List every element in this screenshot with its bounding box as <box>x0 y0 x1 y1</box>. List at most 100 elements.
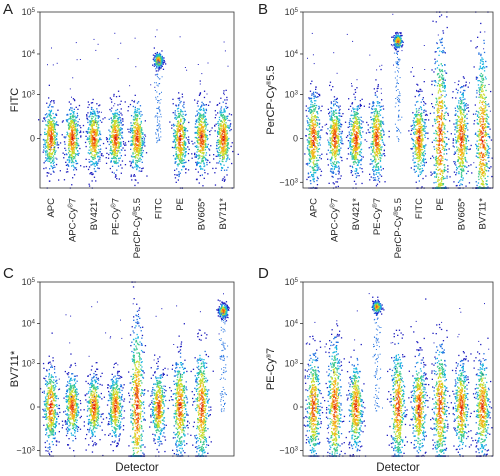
event-dot <box>332 170 334 173</box>
event-dot <box>141 148 143 150</box>
event-dot <box>334 103 336 105</box>
event-dot <box>112 157 114 159</box>
event-dot <box>221 141 223 143</box>
event-dot <box>55 163 58 166</box>
event-dot <box>75 148 77 150</box>
event-dot <box>72 177 74 179</box>
event-dot <box>354 150 356 152</box>
event-dot <box>174 132 176 134</box>
event-dot <box>74 128 76 130</box>
event-dot <box>95 135 97 137</box>
event-dot <box>121 128 123 130</box>
event-dot <box>43 167 45 170</box>
event-dot <box>153 65 155 67</box>
event-dot <box>201 155 203 157</box>
event-dot <box>182 148 185 150</box>
event-dot <box>199 128 201 130</box>
event-dot <box>331 138 333 140</box>
event-dot <box>156 57 158 59</box>
event-dot <box>96 108 98 110</box>
event-dot <box>364 139 366 141</box>
event-dot <box>358 159 360 162</box>
event-dot <box>173 139 176 141</box>
event-dot <box>310 135 312 137</box>
event-dot <box>329 84 331 87</box>
event-dot <box>220 164 222 166</box>
event-dot <box>224 118 227 121</box>
event-dot <box>219 132 221 134</box>
event-dot <box>76 153 78 155</box>
event-dot <box>110 125 112 127</box>
event-dot <box>113 135 115 137</box>
event-dot <box>197 149 199 151</box>
event-dot <box>182 123 184 125</box>
event-dot <box>171 127 173 129</box>
event-dot <box>313 165 316 167</box>
event-dot <box>134 146 136 148</box>
event-dot <box>118 95 121 97</box>
event-dot <box>194 123 197 125</box>
event-dot <box>335 181 337 183</box>
event-dot <box>115 162 117 165</box>
event-dot <box>49 135 51 137</box>
event-dot <box>331 118 333 120</box>
event-dot <box>56 132 58 135</box>
event-dot <box>316 176 319 178</box>
event-dot <box>172 112 174 114</box>
event-dot <box>114 151 117 153</box>
event-dot <box>111 122 113 124</box>
event-dot <box>138 128 140 131</box>
event-dot <box>202 126 204 128</box>
event-dot <box>65 161 67 163</box>
event-dot <box>200 136 202 139</box>
event-dot <box>183 145 185 148</box>
population-dots <box>38 29 239 189</box>
event-dot <box>71 127 74 129</box>
event-dot <box>351 83 352 85</box>
event-dot <box>332 140 334 142</box>
event-dot <box>224 127 226 130</box>
event-dot <box>220 106 223 108</box>
event-dot <box>116 147 118 149</box>
event-dot <box>156 140 158 142</box>
event-dot <box>330 110 332 112</box>
event-dot <box>219 144 221 146</box>
event-dot <box>54 146 56 148</box>
event-dot <box>135 136 137 138</box>
event-dot <box>114 142 116 145</box>
event-dot <box>76 146 78 149</box>
event-dot <box>176 168 178 170</box>
event-dot <box>74 155 77 157</box>
event-dot <box>375 158 377 160</box>
event-dot <box>312 128 314 130</box>
event-dot <box>177 163 179 165</box>
event-dot <box>314 139 316 142</box>
event-dot <box>382 121 384 123</box>
event-dot <box>351 165 353 168</box>
event-dot <box>70 161 73 164</box>
event-dot <box>48 152 50 154</box>
event-dot <box>159 120 161 122</box>
event-dot <box>47 131 49 134</box>
event-dot <box>153 59 155 61</box>
event-dot <box>133 131 135 133</box>
event-dot <box>152 54 155 56</box>
event-dot <box>163 57 165 59</box>
event-dot <box>177 143 179 145</box>
event-dot <box>179 121 182 123</box>
event-dot <box>360 134 362 137</box>
event-dot <box>217 122 219 125</box>
event-dot <box>118 128 120 130</box>
event-dot <box>201 131 203 133</box>
event-dot <box>316 159 319 162</box>
event-dot <box>38 119 40 121</box>
event-dot <box>378 102 381 104</box>
event-dot <box>112 126 114 128</box>
event-dot <box>65 149 67 151</box>
event-dot <box>72 114 74 116</box>
event-dot <box>134 131 137 133</box>
event-dot <box>206 136 208 138</box>
event-dot <box>53 136 55 138</box>
event-dot <box>118 111 121 113</box>
